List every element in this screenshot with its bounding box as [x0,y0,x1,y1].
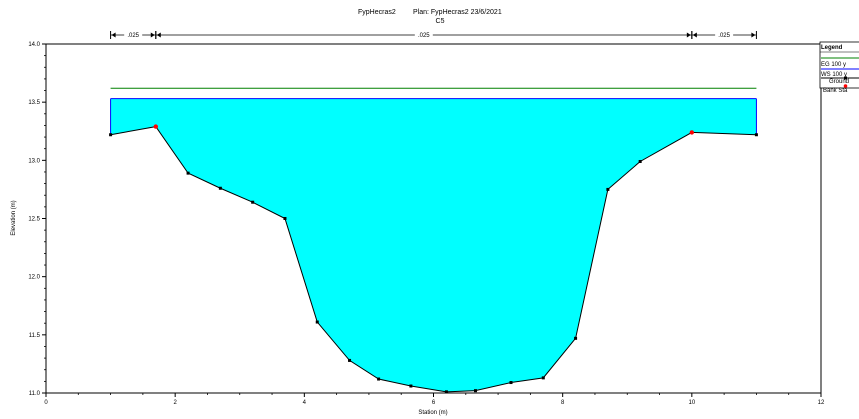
legend-item-eg: EG 100 y [821,62,846,68]
manning-n-label: .025 [418,33,430,39]
manning-n-label: .025 [127,33,139,39]
bank-station-point [689,130,695,135]
y-tick-label: 12.5 [28,217,40,223]
manning-arrow-left [111,32,116,38]
ground-point [109,133,113,137]
manning-n-label: .025 [718,33,730,39]
manning-arrow-left [156,32,161,38]
x-tick-label: 0 [44,400,48,406]
ground-point [186,171,190,175]
ground-point [473,389,477,393]
x-tick-label: 8 [561,400,565,406]
ground-point [541,376,545,380]
legend: Legend EG 100 y WS 100 y Ground Bank Sta [819,41,859,94]
legend-item-bank: Bank Sta [823,88,848,94]
ground-point [638,159,642,163]
legend-ground-marker [844,76,847,80]
legend-title: Legend [821,45,843,51]
manning-arrow-right [686,32,691,38]
ground-point [348,358,352,362]
legend-item-ground: Ground [829,79,849,85]
y-tick-label: 11.5 [29,333,41,339]
ground-point [606,187,610,191]
ground-point [251,200,255,204]
ground-point [377,377,381,381]
x-axis-label: Station (m) [418,410,447,416]
y-tick-label: 14.0 [28,42,40,48]
x-tick-label: 4 [303,400,307,406]
bank-station-point [153,124,158,129]
x-tick-label: 2 [173,400,177,406]
ground-point [444,390,448,394]
manning-arrow-right [751,32,756,38]
manning-arrow-left [692,32,697,38]
axes: 0 2 4 6 8 10 12 11.0 11.5 12.0 12.5 13.0 13.5 14.0 .02… [28,31,825,406]
y-tick-label: 13.0 [28,158,40,164]
y-tick-label: 12.0 [28,275,40,281]
ground-point [283,217,287,220]
x-tick-label: 12 [818,400,825,406]
ground-point [754,133,758,137]
plot-area [109,87,758,394]
y-axis-label: Elevation (m) [11,200,17,235]
manning-label-bg [414,31,433,39]
section-title: C5 [436,18,445,25]
manning-label-bg [715,31,734,39]
ground-point [509,381,513,385]
legend-box [819,41,859,89]
y-tick-label: 13.5 [28,100,40,106]
ground-point [409,384,413,388]
x-tick-label: 10 [688,400,695,406]
ground-point [218,186,222,190]
ground-point [315,320,319,324]
y-tick-label: 11.0 [29,391,41,397]
manning-arrow-right [150,32,155,38]
project-title: FypHecras2 [358,9,396,16]
x-tick-label: 6 [432,400,436,406]
legend-item-ws: WS 100 y [821,72,847,78]
water-area [110,98,757,392]
ground-point [574,336,578,340]
manning-label-bg [124,31,143,39]
plan-title: Plan: FypHecras2 23/6/2021 [413,9,502,16]
legend-bank-marker [843,84,848,88]
